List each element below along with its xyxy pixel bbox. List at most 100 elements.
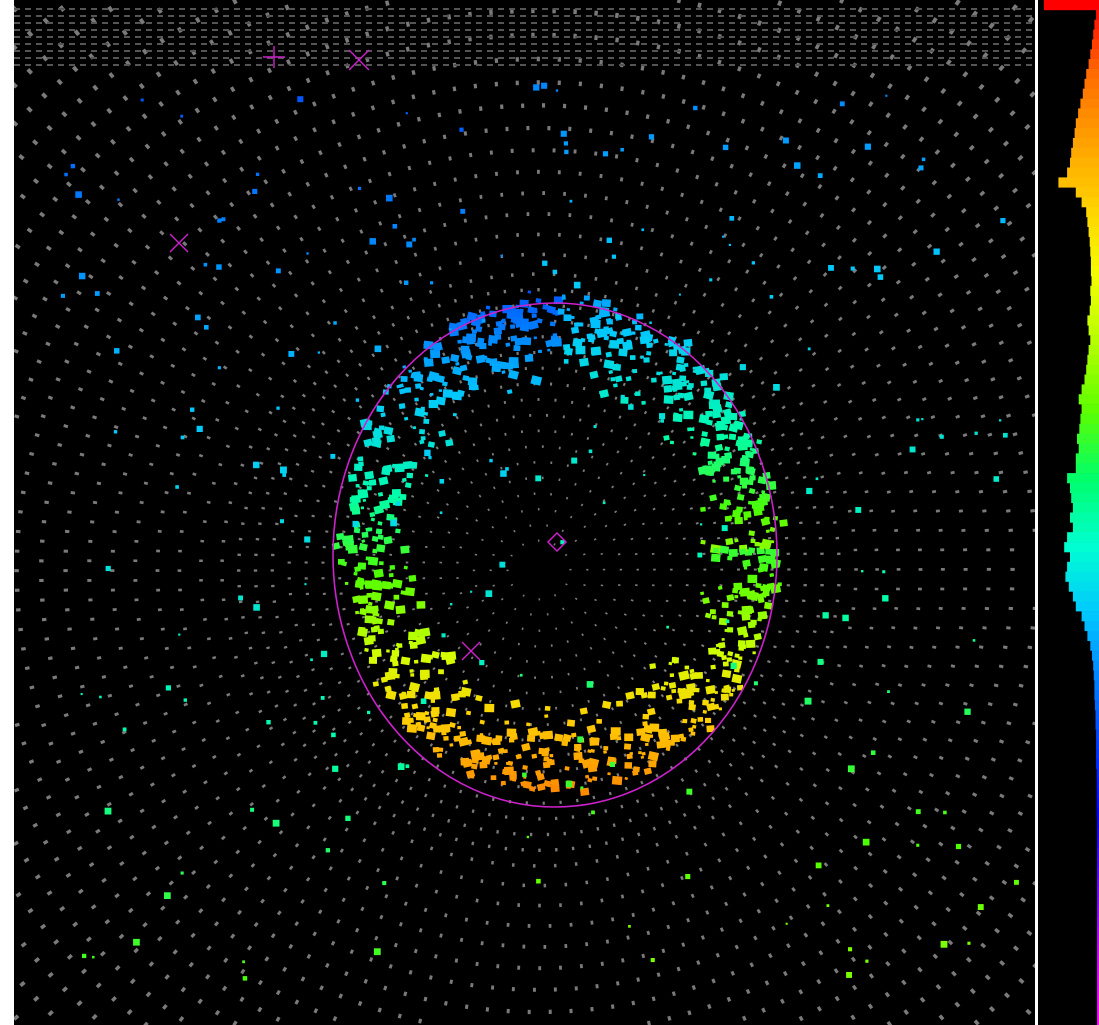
pmt-tube xyxy=(85,433,91,438)
pmt-tube xyxy=(311,204,316,210)
pmt-tube xyxy=(597,64,603,66)
pmt-tube xyxy=(411,69,416,76)
pmt-tube xyxy=(998,664,1004,669)
pmt-tube xyxy=(14,64,20,66)
pmt-tube xyxy=(953,131,960,138)
pmt-tube xyxy=(806,57,812,59)
pmt-tube xyxy=(850,22,856,24)
hit-pmt xyxy=(700,380,708,387)
pmt-tube xyxy=(940,548,945,552)
pmt-tube xyxy=(829,630,834,634)
pmt-tube xyxy=(883,931,889,938)
hit-pmt xyxy=(526,835,530,839)
pmt-tube xyxy=(224,617,229,621)
pmt-tube xyxy=(429,743,433,747)
pmt-tube xyxy=(28,377,34,382)
pmt-tube xyxy=(110,549,115,553)
event-display-canvas[interactable] xyxy=(14,0,1035,1025)
pmt-tube xyxy=(652,36,658,38)
pmt-tube xyxy=(822,891,827,897)
hit-pmt xyxy=(679,375,687,382)
pmt-tube xyxy=(972,395,978,401)
hit-pmt xyxy=(560,540,565,545)
pmt-tube xyxy=(749,962,755,968)
pmt-tube xyxy=(927,890,934,896)
hit-pmt xyxy=(719,503,728,511)
hit-pmt xyxy=(522,772,527,778)
pmt-tube xyxy=(803,583,807,587)
pmt-tube xyxy=(465,36,471,38)
pmt-tube xyxy=(211,381,217,387)
pmt-tube xyxy=(679,259,683,264)
pmt-tube xyxy=(630,537,634,541)
pmt-tube xyxy=(380,769,385,774)
pmt-tube xyxy=(674,22,680,24)
pmt-tube xyxy=(905,15,911,17)
pmt-tube xyxy=(206,435,211,440)
pmt-tube xyxy=(573,149,577,154)
pmt-tube xyxy=(963,568,968,571)
pmt-tube xyxy=(1009,110,1016,117)
pmt-tube xyxy=(958,626,964,630)
hit-pmt xyxy=(479,761,488,769)
pmt-tube xyxy=(729,163,734,169)
hit-pmt xyxy=(572,338,583,348)
pmt-tube xyxy=(167,255,174,261)
pmt-tube xyxy=(704,224,709,230)
pmt-tube xyxy=(720,568,724,571)
pmt-tube xyxy=(112,607,117,612)
hit-pmt xyxy=(773,384,780,391)
pmt-tube xyxy=(26,68,33,75)
histogram-bin xyxy=(1097,896,1099,908)
pmt-tube xyxy=(160,131,167,137)
pmt-tube xyxy=(403,901,408,906)
hit-pmt xyxy=(972,639,976,642)
pmt-tube xyxy=(1032,606,1035,611)
hit-pmt xyxy=(514,316,522,323)
pmt-tube xyxy=(127,344,134,350)
hit-pmt xyxy=(105,565,111,572)
pmt-tube xyxy=(399,57,405,59)
pmt-tube xyxy=(233,655,238,660)
pmt-tube xyxy=(347,471,352,475)
pmt-tube xyxy=(131,259,137,265)
hit-pmt xyxy=(609,761,615,767)
pmt-tube xyxy=(589,646,593,650)
pmt-tube xyxy=(614,510,618,514)
pmt-tube xyxy=(575,8,581,10)
pmt-tube xyxy=(300,22,306,24)
pmt-tube xyxy=(694,769,699,774)
pmt-tube xyxy=(135,702,140,707)
pmt-tube xyxy=(344,37,350,43)
pmt-tube xyxy=(256,155,262,161)
pmt-tube xyxy=(872,50,878,52)
hit-pmt xyxy=(677,687,687,696)
pmt-tube xyxy=(823,333,829,338)
pmt-tube xyxy=(133,579,138,582)
pmt-tube xyxy=(484,128,488,134)
pmt-tube xyxy=(783,811,789,816)
pmt-tube xyxy=(484,747,488,752)
pmt-tube xyxy=(235,786,241,792)
pmt-tube xyxy=(850,956,857,963)
pmt-tube xyxy=(306,953,312,959)
pmt-tube xyxy=(135,36,141,38)
hit-pmt xyxy=(510,699,521,709)
pmt-tube xyxy=(289,29,295,31)
pmt-tube xyxy=(872,64,878,66)
pmt-tube xyxy=(96,656,102,660)
hit-pmt xyxy=(712,479,716,483)
hit-pmt xyxy=(563,314,572,322)
pmt-tube xyxy=(25,8,31,10)
hit-pmt xyxy=(457,725,462,730)
pmt-tube xyxy=(690,149,695,155)
pmt-tube xyxy=(946,193,953,200)
pmt-tube xyxy=(437,648,441,652)
hit-pmt xyxy=(82,953,87,959)
cross-marker-icon xyxy=(169,233,189,253)
pmt-tube xyxy=(897,451,902,456)
pmt-tube xyxy=(843,700,848,705)
pmt-tube xyxy=(982,36,988,38)
pmt-tube xyxy=(91,22,97,24)
pmt-tube xyxy=(756,908,762,914)
